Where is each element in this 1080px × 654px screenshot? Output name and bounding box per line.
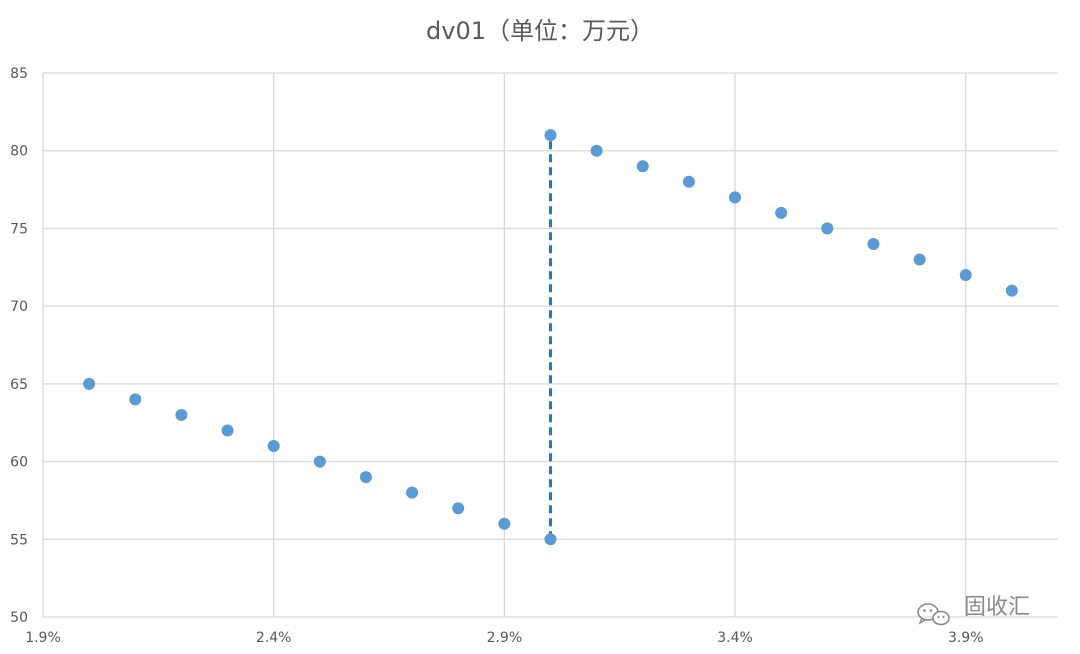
data-point [590,144,603,157]
data-point [1005,284,1018,297]
data-point [867,237,880,250]
y-tick-label: 65 [10,377,28,393]
data-point [313,455,326,468]
data-point [83,377,96,390]
x-tick-label: 3.4% [717,630,753,646]
y-tick-label: 60 [10,455,28,471]
data-point [544,533,557,546]
data-point [959,269,972,282]
y-tick-label: 75 [10,221,28,237]
data-point [636,160,649,173]
data-point [129,393,142,406]
data-point [221,424,234,437]
wechat-icon [917,603,950,626]
y-tick-label: 70 [10,299,28,315]
data-point [267,440,280,453]
data-point [359,471,372,484]
grid-lines [42,72,1058,618]
x-tick-label: 3.9% [948,630,984,646]
x-tick-label: 1.9% [25,630,61,646]
x-tick-label: 2.4% [256,630,292,646]
data-point [544,129,557,142]
chart-title: dv01（单位：万元） [426,17,654,45]
axis-labels: 50 55 60 65 70 75 80 85 1.9% 2.4% 2.9% 3.4% 3.9% [10,66,983,646]
y-tick-label: 85 [10,66,28,82]
data-point [775,206,788,219]
data-point [406,486,419,499]
data-point [821,222,834,235]
watermark-text: 固收汇 [964,595,1030,620]
data-point [682,175,695,188]
data-points [83,129,1018,546]
data-point [729,191,742,204]
data-point [175,408,188,421]
watermark: 固收汇 [917,595,1030,626]
data-point [452,502,465,515]
x-tick-label: 2.9% [487,630,523,646]
y-tick-label: 50 [10,610,28,626]
y-tick-label: 55 [10,532,28,548]
data-point [913,253,926,266]
y-tick-label: 80 [10,144,28,160]
data-point [498,517,511,530]
